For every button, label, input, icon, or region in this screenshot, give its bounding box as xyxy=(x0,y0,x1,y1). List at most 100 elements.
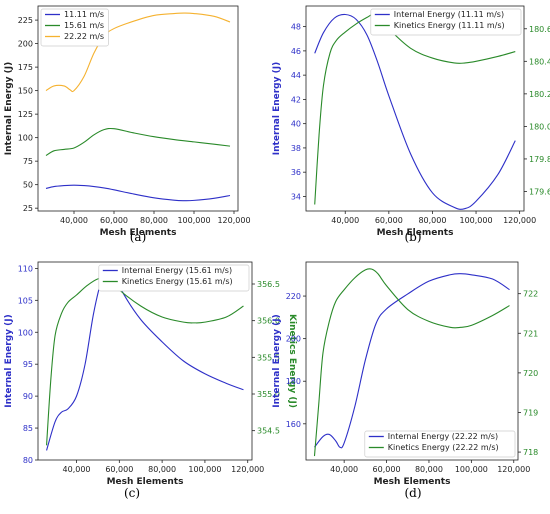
y-tick-label: 50 xyxy=(23,181,33,190)
y-tick-label: 90 xyxy=(23,392,33,401)
series-line-1 xyxy=(45,184,231,202)
y2-tick-label: 720 xyxy=(523,369,538,378)
y-tick-label: 100 xyxy=(18,328,33,337)
y-tick-label: 25 xyxy=(23,204,33,213)
x-tick-label: 60,000 xyxy=(373,465,401,474)
y2-tick-label: 356.5 xyxy=(257,280,280,289)
legend: Internal Energy (11.11 m/s) Kinetics Ener… xyxy=(370,8,522,36)
x-axis-label: Mesh Elements xyxy=(377,228,454,238)
plot-frame xyxy=(305,5,525,212)
x-tick-label: 60,000 xyxy=(375,216,403,225)
y-axis-label: Internal Energy (J) xyxy=(272,314,282,407)
x-tick-label: 120,000 xyxy=(231,465,264,474)
y-tick-label: 46 xyxy=(291,47,301,56)
panel-caption: (c) xyxy=(124,486,140,500)
panel-caption: (d) xyxy=(404,486,421,500)
y-tick-label: 48 xyxy=(291,23,301,32)
legend: Internal Energy (22.22 m/s) Kinetics Ener… xyxy=(364,430,516,458)
plot-frame xyxy=(37,5,239,212)
y2-tick-label: 180.6 xyxy=(529,25,550,34)
legend-label: Internal Energy (11.11 m/s) xyxy=(394,10,504,19)
legend-label: Internal Energy (15.61 m/s) xyxy=(122,266,232,275)
y-tick-label: 200 xyxy=(286,335,301,344)
legend-label: Kinetics Energy (22.22 m/s) xyxy=(388,443,499,452)
legend-box xyxy=(364,430,516,458)
legend-label: Kinetics Energy (15.61 m/s) xyxy=(122,277,233,286)
plot-frame xyxy=(37,261,253,461)
x-tick-label: 40,000 xyxy=(330,465,358,474)
y-tick-label: 105 xyxy=(18,296,33,305)
y2-tick-label: 721 xyxy=(523,329,538,338)
y-tick-label: 34 xyxy=(291,192,301,201)
y2-tick-label: 180.4 xyxy=(529,57,550,66)
legend-box xyxy=(370,8,522,36)
y-tick-label: 160 xyxy=(286,420,301,429)
y2-tick-label: 355.0 xyxy=(257,390,280,399)
y-tick-label: 125 xyxy=(18,110,33,119)
series-line-2 xyxy=(314,13,516,205)
legend-box xyxy=(98,264,250,292)
x-tick-label: 120,000 xyxy=(503,216,536,225)
y-tick-label: 220 xyxy=(286,292,301,301)
x-tick-label: 40,000 xyxy=(331,216,359,225)
x-tick-label: 120,000 xyxy=(497,465,530,474)
x-tick-label: 80,000 xyxy=(418,216,446,225)
series-line-2 xyxy=(46,276,244,446)
legend-label: 15.61 m/s xyxy=(64,21,104,30)
series-line-2 xyxy=(45,127,231,156)
legend-label: Kinetics Energy (11.11 m/s) xyxy=(394,21,505,30)
x-axis-label: Mesh Elements xyxy=(107,477,184,487)
x-tick-label: 80,000 xyxy=(415,465,443,474)
y2-tick-label: 354.5 xyxy=(257,427,280,436)
y-tick-label: 85 xyxy=(23,424,33,433)
legend-label: 11.11 m/s xyxy=(64,10,104,19)
legend: 11.11 m/s 15.61 m/s 22.22 m/s xyxy=(40,8,109,47)
y-tick-label: 100 xyxy=(18,134,33,143)
legend-label: 22.22 m/s xyxy=(64,32,104,41)
series-line-1 xyxy=(314,273,510,449)
y-tick-label: 40 xyxy=(291,120,301,129)
y2-tick-label: 355.5 xyxy=(257,353,280,362)
x-tick-label: 40,000 xyxy=(63,465,91,474)
x-axis-label: Mesh Elements xyxy=(100,228,177,238)
y2-tick-label: 718 xyxy=(523,448,538,457)
x-tick-label: 100,000 xyxy=(459,216,492,225)
y2-tick-label: 180.2 xyxy=(529,90,550,99)
y-tick-label: 150 xyxy=(18,87,33,96)
y2-tick-label: 180.0 xyxy=(529,122,550,131)
series-line-1 xyxy=(314,13,516,210)
y-tick-label: 42 xyxy=(291,95,301,104)
y-tick-label: 95 xyxy=(23,360,33,369)
y-axis-label: Internal Energy (J) xyxy=(4,314,14,407)
y-axis-label: Internal Energy (J) xyxy=(272,62,282,155)
chart-panel-2: 40,000 60,000 80,000 100,000 120,000 34 36 38 40… xyxy=(272,5,550,238)
legend-label: Internal Energy (22.22 m/s) xyxy=(388,432,498,441)
y2-tick-label: 719 xyxy=(523,408,538,417)
panel-caption: (a) xyxy=(130,230,147,244)
x-tick-label: 60,000 xyxy=(100,216,128,225)
y-tick-label: 75 xyxy=(23,157,33,166)
y2-tick-label: 179.6 xyxy=(529,187,550,196)
legend: Internal Energy (15.61 m/s) Kinetics Ener… xyxy=(98,264,250,292)
y-axis-label: Internal Energy (J) xyxy=(4,62,14,155)
chart-panel-4: 40,000 60,000 80,000 100,000 120,000 160 180 20… xyxy=(272,261,538,487)
x-tick-label: 120,000 xyxy=(217,216,250,225)
x-axis-label: Mesh Elements xyxy=(374,477,451,487)
x-tick-label: 100,000 xyxy=(188,465,221,474)
y2-tick-label: 722 xyxy=(523,290,538,299)
x-tick-label: 100,000 xyxy=(177,216,210,225)
y2-axis-label: Kinetics Energy (J) xyxy=(287,314,297,408)
y-tick-label: 225 xyxy=(18,16,33,25)
chart-panel-3: 40,000 60,000 80,000 100,000 120,000 80 85 90 95… xyxy=(4,261,297,487)
y-tick-label: 36 xyxy=(291,168,301,177)
x-tick-label: 80,000 xyxy=(140,216,168,225)
chart-panel-1: 40,000 60,000 80,000 100,000 120,000 25 50 75 10… xyxy=(4,5,251,238)
y-tick-label: 80 xyxy=(23,456,33,465)
panel-caption: (b) xyxy=(404,230,421,244)
series-line-2 xyxy=(313,268,510,457)
y-tick-label: 180 xyxy=(286,377,301,386)
y2-tick-label: 179.8 xyxy=(529,155,550,164)
y-tick-label: 44 xyxy=(291,71,301,80)
